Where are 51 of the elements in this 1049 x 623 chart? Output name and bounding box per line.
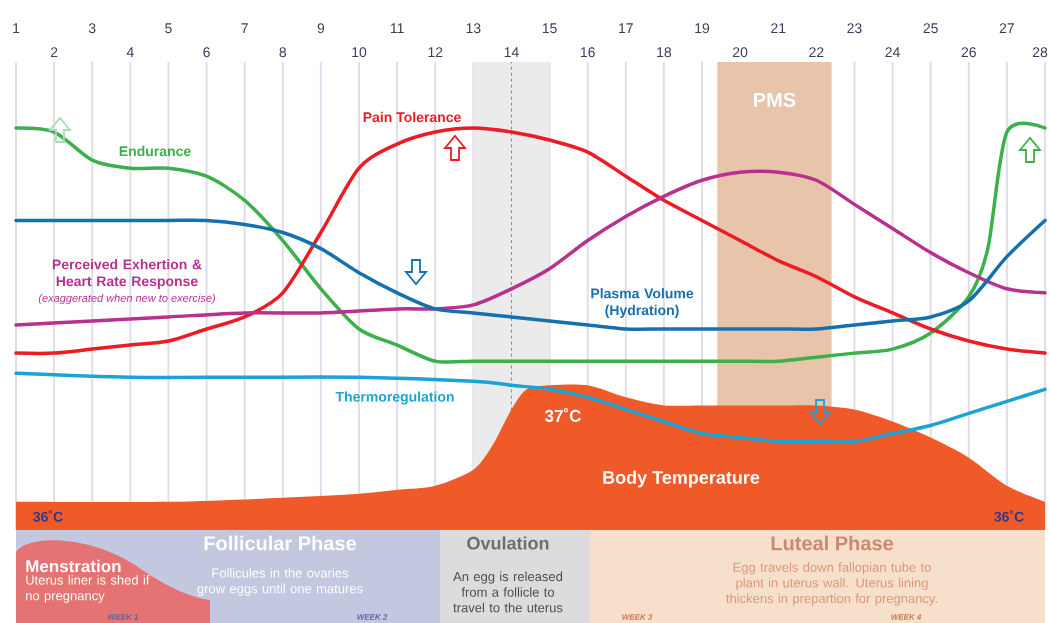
x2-tick-label: 20 xyxy=(733,47,748,58)
annotation: 36˚C xyxy=(33,510,63,522)
x2-tick-label: 6 xyxy=(203,47,210,58)
series-label: Thermoregulation xyxy=(335,391,454,405)
text: WEEK 2 xyxy=(357,614,388,620)
series-label: Pain Tolerance xyxy=(363,111,461,123)
annotation: (exaggerated when new to exercise) xyxy=(38,293,215,305)
x-tick-label: 25 xyxy=(923,23,938,34)
x2-tick-label: 24 xyxy=(885,47,900,57)
annotation: 36˚C xyxy=(994,510,1024,522)
x2-tick-label: 18 xyxy=(657,47,672,58)
x-tick-label: 23 xyxy=(847,23,862,34)
x2-tick-label: 16 xyxy=(580,47,595,58)
series-label: Perceived Exhertion & Heart Rate Response xyxy=(52,259,202,289)
text: Menstration xyxy=(26,559,121,573)
text: Luteal Phase xyxy=(771,535,893,551)
text: WEEK 1 xyxy=(108,614,138,620)
series-label: Endurance xyxy=(119,145,191,157)
x-tick-label: 19 xyxy=(695,23,710,34)
text: Follicular Phase xyxy=(204,535,357,551)
x-tick-label: 7 xyxy=(241,23,248,33)
x-tick-label: 17 xyxy=(619,23,633,33)
series-label: Body Temperature xyxy=(603,470,760,488)
x-tick-label: 15 xyxy=(542,23,557,34)
x-tick-label: 13 xyxy=(466,23,481,34)
x2-tick-label: 26 xyxy=(961,47,976,58)
x2-tick-label: 8 xyxy=(279,47,287,58)
text: An egg is released from a follicle to travel to the uterus xyxy=(453,571,563,613)
series-label: Plasma Volume (Hydration) xyxy=(591,288,694,318)
x2-tick-label: 10 xyxy=(352,47,367,58)
text: Follicules in the ovaries grow eggs until one matures xyxy=(197,568,363,596)
x2-tick-label: 12 xyxy=(428,47,443,57)
band-label: PMS xyxy=(754,92,796,107)
x2-tick-label: 28 xyxy=(1032,47,1048,58)
x-tick-label: 9 xyxy=(317,23,325,34)
text: Ovulation xyxy=(467,536,549,550)
annotation: 37˚C xyxy=(544,408,581,422)
text: Uterus liner is shed if no pregnancy xyxy=(26,575,150,603)
x2-tick-label: 14 xyxy=(504,47,519,57)
x-tick-label: 11 xyxy=(390,23,404,33)
x-tick-label: 1 xyxy=(13,23,20,33)
x2-tick-label: 2 xyxy=(50,47,58,57)
text: WEEK 4 xyxy=(891,614,922,620)
x-tick-label: 27 xyxy=(999,23,1014,33)
x-tick-label: 5 xyxy=(165,23,172,34)
text: WEEK 3 xyxy=(622,614,653,620)
text: Egg travels down fallopian tube to plant in uterus wall. Uterus lining thickens in prepartion for pregnancy. xyxy=(726,562,937,606)
x2-tick-label: 22 xyxy=(809,47,824,57)
x-tick-label: 3 xyxy=(88,23,96,34)
x-tick-label: 21 xyxy=(771,23,786,33)
x2-tick-label: 4 xyxy=(126,47,134,57)
